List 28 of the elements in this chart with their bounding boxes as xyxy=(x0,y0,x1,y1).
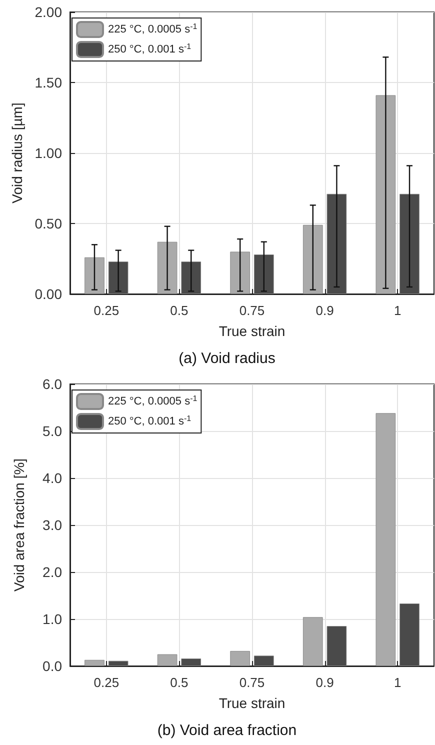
text: (b) Void area fraction xyxy=(157,722,297,739)
x-tick-label: 1 xyxy=(394,303,402,318)
x-tick-label: 0.9 xyxy=(316,675,334,690)
y-tick-label: 3.0 xyxy=(42,517,62,533)
x-tick-label: 0.25 xyxy=(94,675,120,690)
y-axis-title: Void radius [µm] xyxy=(8,102,25,204)
x-axis-title: True strain xyxy=(218,323,286,339)
y-tick-label: 0.00 xyxy=(34,286,62,302)
text: (a) Void radius xyxy=(178,350,276,367)
x-tick-label: 1 xyxy=(394,675,402,690)
y-tick-label: 0.50 xyxy=(34,216,62,232)
x-axis-title: True strain xyxy=(218,695,286,711)
y-tick-label: 0.0 xyxy=(42,658,62,674)
x-tick-label: 0.25 xyxy=(94,303,120,318)
y-tick-label: 6.0 xyxy=(42,376,62,392)
y-tick-label: 1.50 xyxy=(34,74,62,90)
y-tick-label: 2.0 xyxy=(42,564,62,580)
y-tick-label: 1.0 xyxy=(42,611,62,627)
x-tick-label: 0.5 xyxy=(170,303,188,318)
y-axis-title: Void area fraction [%] xyxy=(11,458,27,592)
y-tick-label: 5.0 xyxy=(42,423,62,439)
x-tick-label: 0.75 xyxy=(239,675,265,690)
x-tick-label: 0.75 xyxy=(239,303,265,318)
x-tick-label: 0.9 xyxy=(316,303,334,318)
y-tick-label: 1.00 xyxy=(34,145,62,161)
x-tick-label: 0.5 xyxy=(170,675,188,690)
y-tick-label: 2.00 xyxy=(34,4,62,20)
y-tick-label: 4.0 xyxy=(42,470,62,486)
